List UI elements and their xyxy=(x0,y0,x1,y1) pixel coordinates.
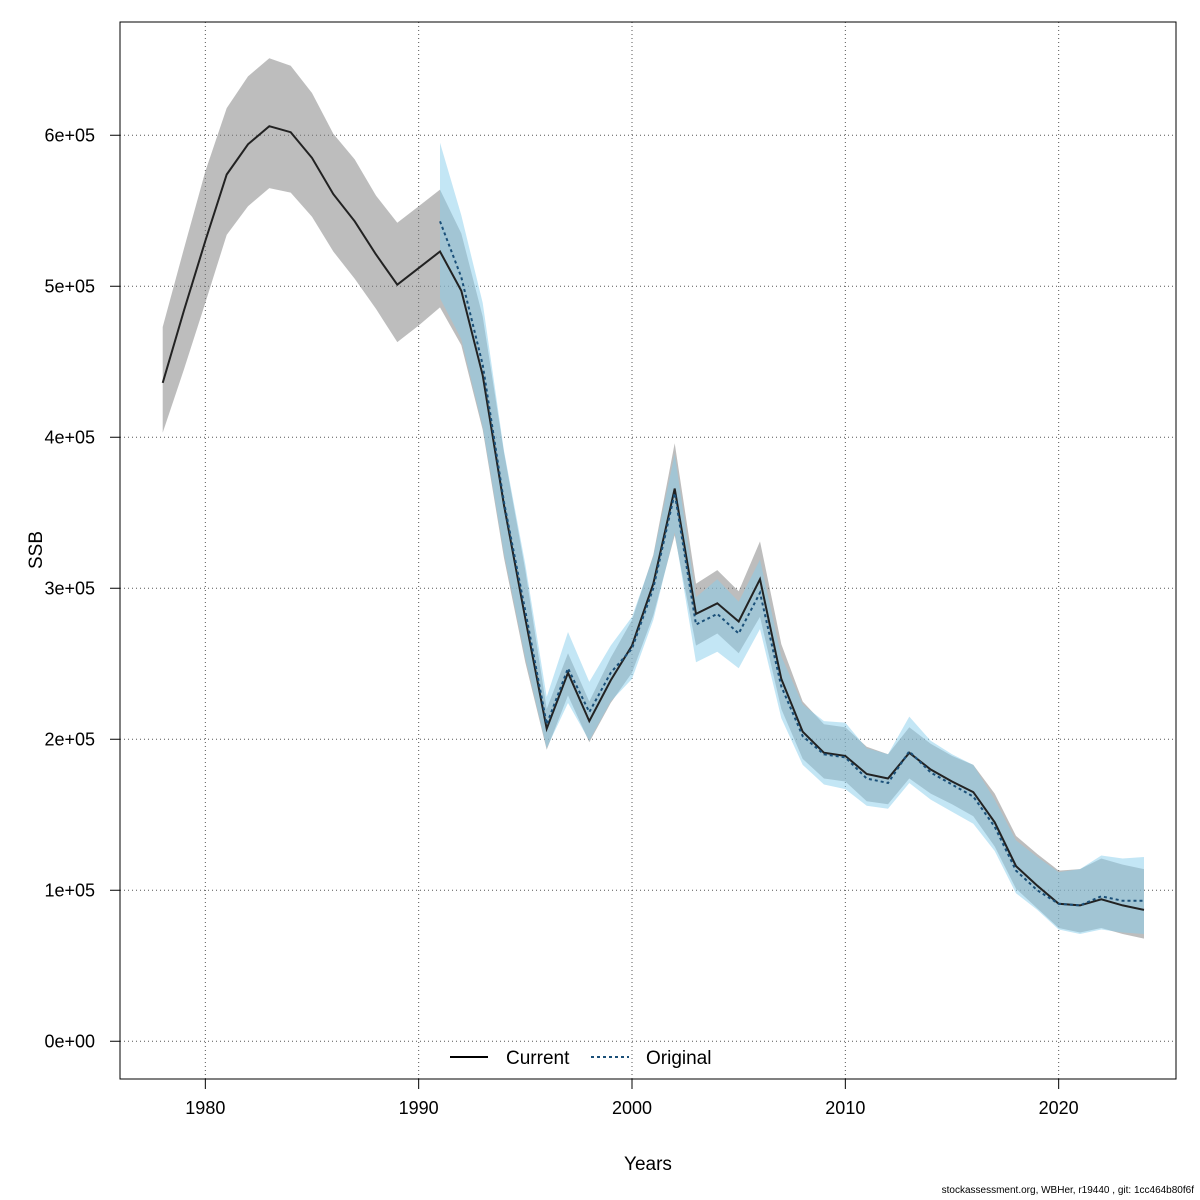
y-tick-label-5: 5e+05 xyxy=(44,276,95,296)
legend-current-label: Current xyxy=(506,1048,570,1069)
legend: Current Original xyxy=(450,1048,711,1069)
y-tick-label-2: 2e+05 xyxy=(44,729,95,749)
x-axis-title: Years xyxy=(624,1154,672,1175)
y-axis: 0e+00 1e+05 2e+05 3e+05 4e+05 5e+05 6e+05 xyxy=(44,125,120,1051)
x-tick-label-1990: 1990 xyxy=(399,1098,439,1118)
footer-credit: stockassessment.org, WBHer, r19440 , git… xyxy=(941,1185,1194,1196)
x-axis: 1980 1990 2000 2010 2020 xyxy=(185,1079,1079,1118)
y-tick-label-6: 6e+05 xyxy=(44,125,95,145)
x-tick-label-2000: 2000 xyxy=(612,1098,652,1118)
plot-frame xyxy=(119,21,1177,1080)
y-tick-label-3: 3e+05 xyxy=(44,578,95,598)
band-current xyxy=(162,58,1144,939)
band-original xyxy=(440,142,1144,935)
x-tick-label-2020: 2020 xyxy=(1039,1098,1079,1118)
series-lines xyxy=(161,125,1145,911)
y-tick-label-0: 0e+00 xyxy=(44,1031,95,1051)
line-original xyxy=(439,220,1144,907)
confidence-bands xyxy=(162,58,1144,939)
x-tick-label-1980: 1980 xyxy=(185,1098,225,1118)
legend-original-label: Original xyxy=(646,1048,711,1069)
x-tick-label-2010: 2010 xyxy=(825,1098,865,1118)
y-axis-title: SSB xyxy=(26,531,47,569)
line-current xyxy=(161,125,1145,911)
y-tick-label-4: 4e+05 xyxy=(44,427,95,447)
y-tick-label-1: 1e+05 xyxy=(44,880,95,900)
